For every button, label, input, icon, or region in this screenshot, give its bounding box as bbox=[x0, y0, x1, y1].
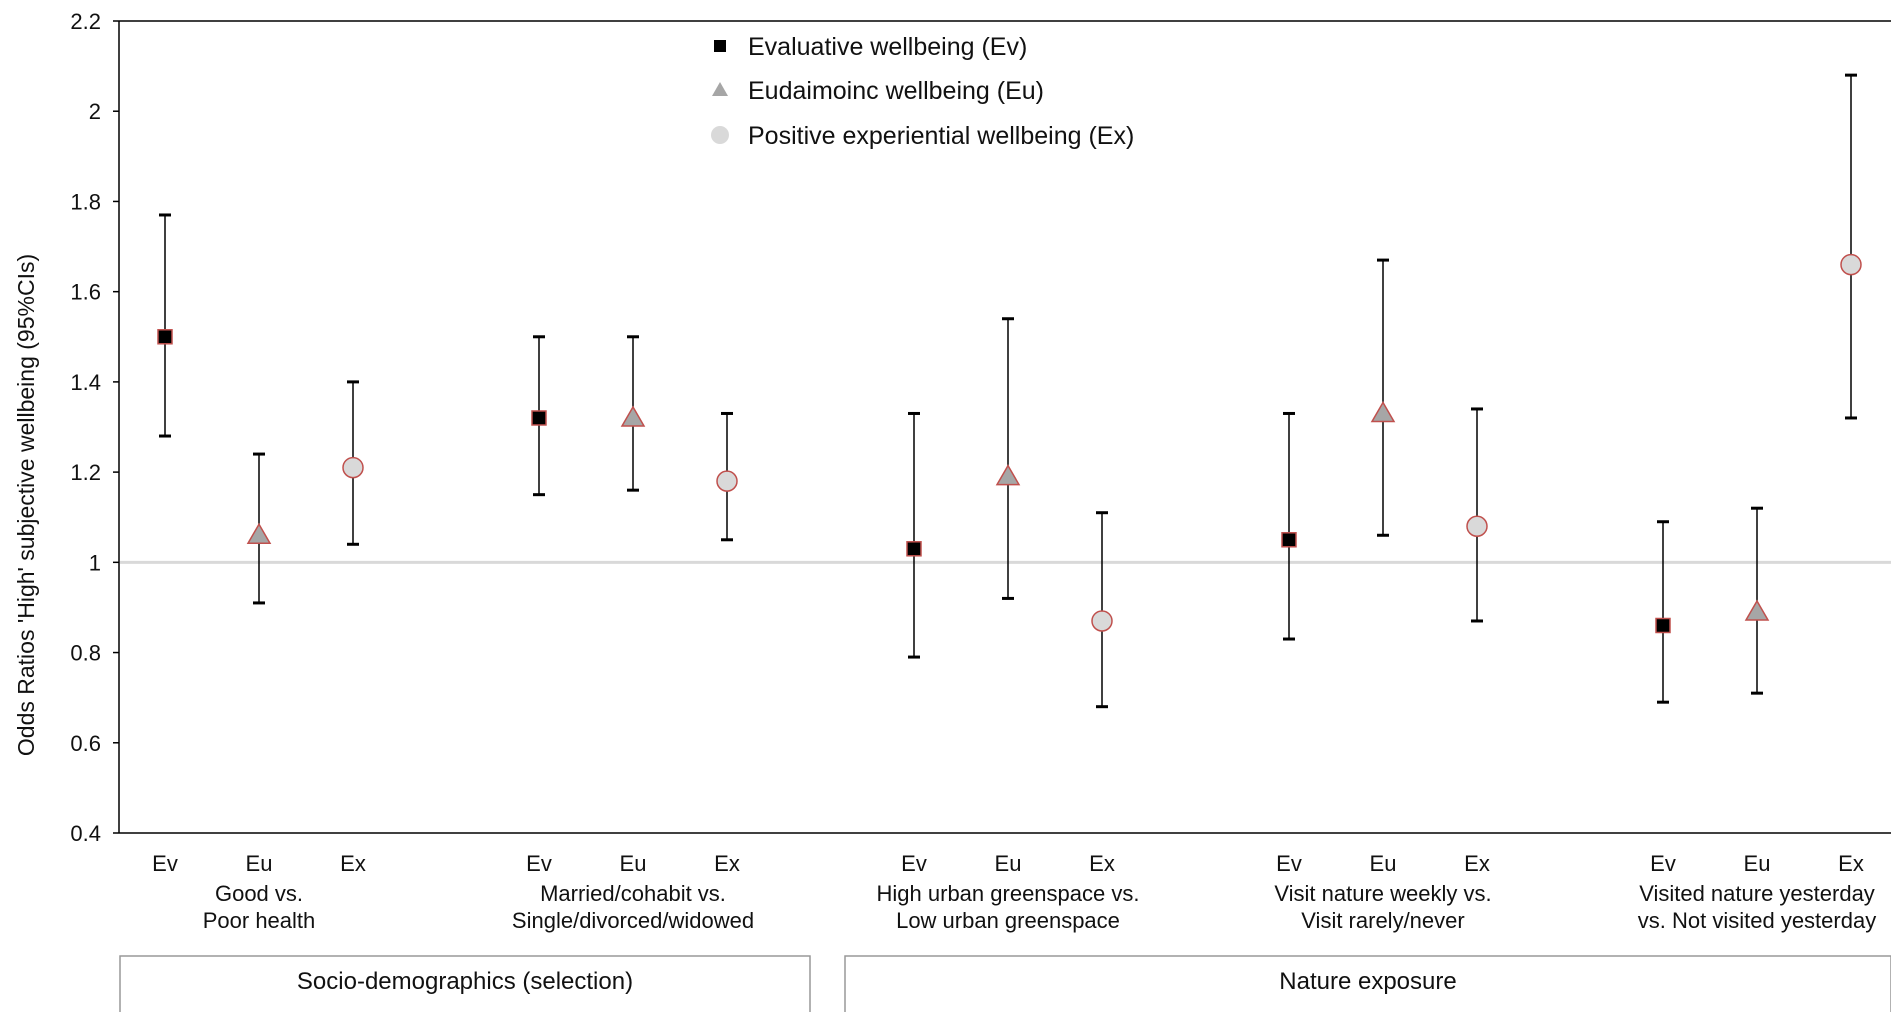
legend-item-eu: Eudaimoinc wellbeing (Eu) bbox=[712, 77, 1044, 105]
x-tick-label: Ex bbox=[1838, 851, 1864, 876]
section-label: Socio-demographics (selection) bbox=[297, 968, 633, 995]
x-tick-label: Eu bbox=[995, 851, 1022, 876]
x-tick-label: Ex bbox=[714, 851, 740, 876]
group-label-line1: Visited nature yesterday bbox=[1639, 881, 1875, 906]
data-point-ev bbox=[906, 411, 922, 659]
x-tick-label: Ev bbox=[1650, 851, 1676, 876]
data-point-ex bbox=[1840, 73, 1862, 420]
legend-triangle-icon bbox=[712, 82, 728, 96]
group-label-line2: Low urban greenspace bbox=[896, 908, 1120, 933]
section-box: Nature exposure bbox=[844, 955, 1891, 1012]
x-axis-labels: Ev Eu Ex Good vs.Poor health Ev Eu Ex Married/c… bbox=[152, 851, 1876, 933]
group-label-line1: Good vs. bbox=[215, 881, 303, 906]
marker-square bbox=[157, 329, 173, 345]
x-tick-label: Eu bbox=[1370, 851, 1397, 876]
y-tick-label: 1.4 bbox=[70, 370, 101, 395]
y-tick-label: 1.2 bbox=[70, 460, 101, 485]
data-point-eu bbox=[246, 452, 272, 605]
marker-circle bbox=[716, 470, 738, 492]
data-point-eu bbox=[995, 317, 1021, 600]
y-tick-label: 0.6 bbox=[70, 731, 101, 756]
section-label: Nature exposure bbox=[1279, 968, 1456, 995]
marker-square bbox=[1281, 532, 1297, 548]
legend-square-icon bbox=[714, 40, 726, 52]
section-box: Socio-demographics (selection) bbox=[119, 955, 811, 1012]
marker-square bbox=[906, 541, 922, 557]
marker-triangle bbox=[995, 464, 1021, 486]
x-tick-label: Ex bbox=[1464, 851, 1490, 876]
data-point-eu bbox=[1370, 258, 1396, 537]
marker-circle bbox=[1091, 610, 1113, 632]
x-tick-label: Ev bbox=[526, 851, 552, 876]
legend-label: Evaluative wellbeing (Ev) bbox=[748, 33, 1027, 61]
data-point-ev bbox=[531, 335, 547, 497]
group-label-line2: vs. Not visited yesterday bbox=[1638, 908, 1876, 933]
data-point-ev bbox=[1281, 411, 1297, 641]
section-border bbox=[119, 955, 811, 1012]
plot-area bbox=[157, 73, 1862, 709]
y-axis-label: Odds Ratios 'High' subjective wellbeing … bbox=[13, 254, 39, 756]
group-label-line2: Visit rarely/never bbox=[1301, 908, 1464, 933]
legend-item-ex: Positive experiential wellbeing (Ex) bbox=[711, 122, 1134, 150]
x-tick-label: Eu bbox=[246, 851, 273, 876]
data-point-ev bbox=[1655, 520, 1671, 704]
x-tick-label: Eu bbox=[1744, 851, 1771, 876]
data-point-ex bbox=[342, 380, 364, 546]
group-label-line1: Married/cohabit vs. bbox=[540, 881, 726, 906]
x-tick-label: Eu bbox=[620, 851, 647, 876]
marker-square bbox=[531, 410, 547, 426]
y-tick-label: 1 bbox=[89, 550, 101, 575]
group-label-line2: Poor health bbox=[203, 908, 316, 933]
data-point-eu bbox=[620, 335, 646, 492]
section-boxes: Socio-demographics (selection) Nature exp… bbox=[119, 955, 1891, 1012]
marker-square bbox=[1655, 617, 1671, 634]
y-tick-label: 2.2 bbox=[70, 9, 101, 34]
section-border bbox=[844, 955, 1891, 1012]
legend-circle-icon bbox=[711, 126, 729, 144]
y-tick-label: 0.8 bbox=[70, 641, 101, 666]
marker-triangle bbox=[1744, 599, 1770, 621]
data-point-ex bbox=[1091, 511, 1113, 709]
y-tick-label: 0.4 bbox=[70, 821, 101, 846]
y-tick-label: 1.6 bbox=[70, 280, 101, 305]
marker-circle bbox=[342, 456, 364, 479]
marker-triangle bbox=[1370, 400, 1396, 423]
y-tick-label: 2 bbox=[89, 99, 101, 124]
data-point-ex bbox=[716, 411, 738, 542]
legend-item-ev: Evaluative wellbeing (Ev) bbox=[714, 33, 1027, 61]
x-tick-label: Ex bbox=[340, 851, 366, 876]
marker-triangle bbox=[620, 405, 646, 427]
group-label-line1: High urban greenspace vs. bbox=[877, 881, 1140, 906]
x-tick-label: Ev bbox=[152, 851, 178, 876]
data-point-ev bbox=[157, 213, 173, 438]
legend: Evaluative wellbeing (Ev) Eudaimoinc well… bbox=[711, 33, 1134, 150]
x-tick-label: Ex bbox=[1089, 851, 1115, 876]
group-label-line2: Single/divorced/widowed bbox=[512, 908, 754, 933]
x-tick-label: Ev bbox=[1276, 851, 1302, 876]
legend-label: Eudaimoinc wellbeing (Eu) bbox=[748, 77, 1044, 105]
y-axis: 0.4 0.6 0.8 1 1.2 1.4 1.6 1.8 2 2.2 bbox=[70, 9, 1891, 846]
legend-label: Positive experiential wellbeing (Ex) bbox=[748, 122, 1134, 150]
data-point-ex bbox=[1466, 407, 1488, 623]
marker-triangle bbox=[246, 522, 272, 545]
x-tick-label: Ev bbox=[901, 851, 927, 876]
marker-circle bbox=[1840, 253, 1862, 276]
group-label-line1: Visit nature weekly vs. bbox=[1274, 881, 1491, 906]
data-point-eu bbox=[1744, 506, 1770, 695]
y-tick-label: 1.8 bbox=[70, 189, 101, 214]
marker-circle bbox=[1466, 515, 1488, 537]
